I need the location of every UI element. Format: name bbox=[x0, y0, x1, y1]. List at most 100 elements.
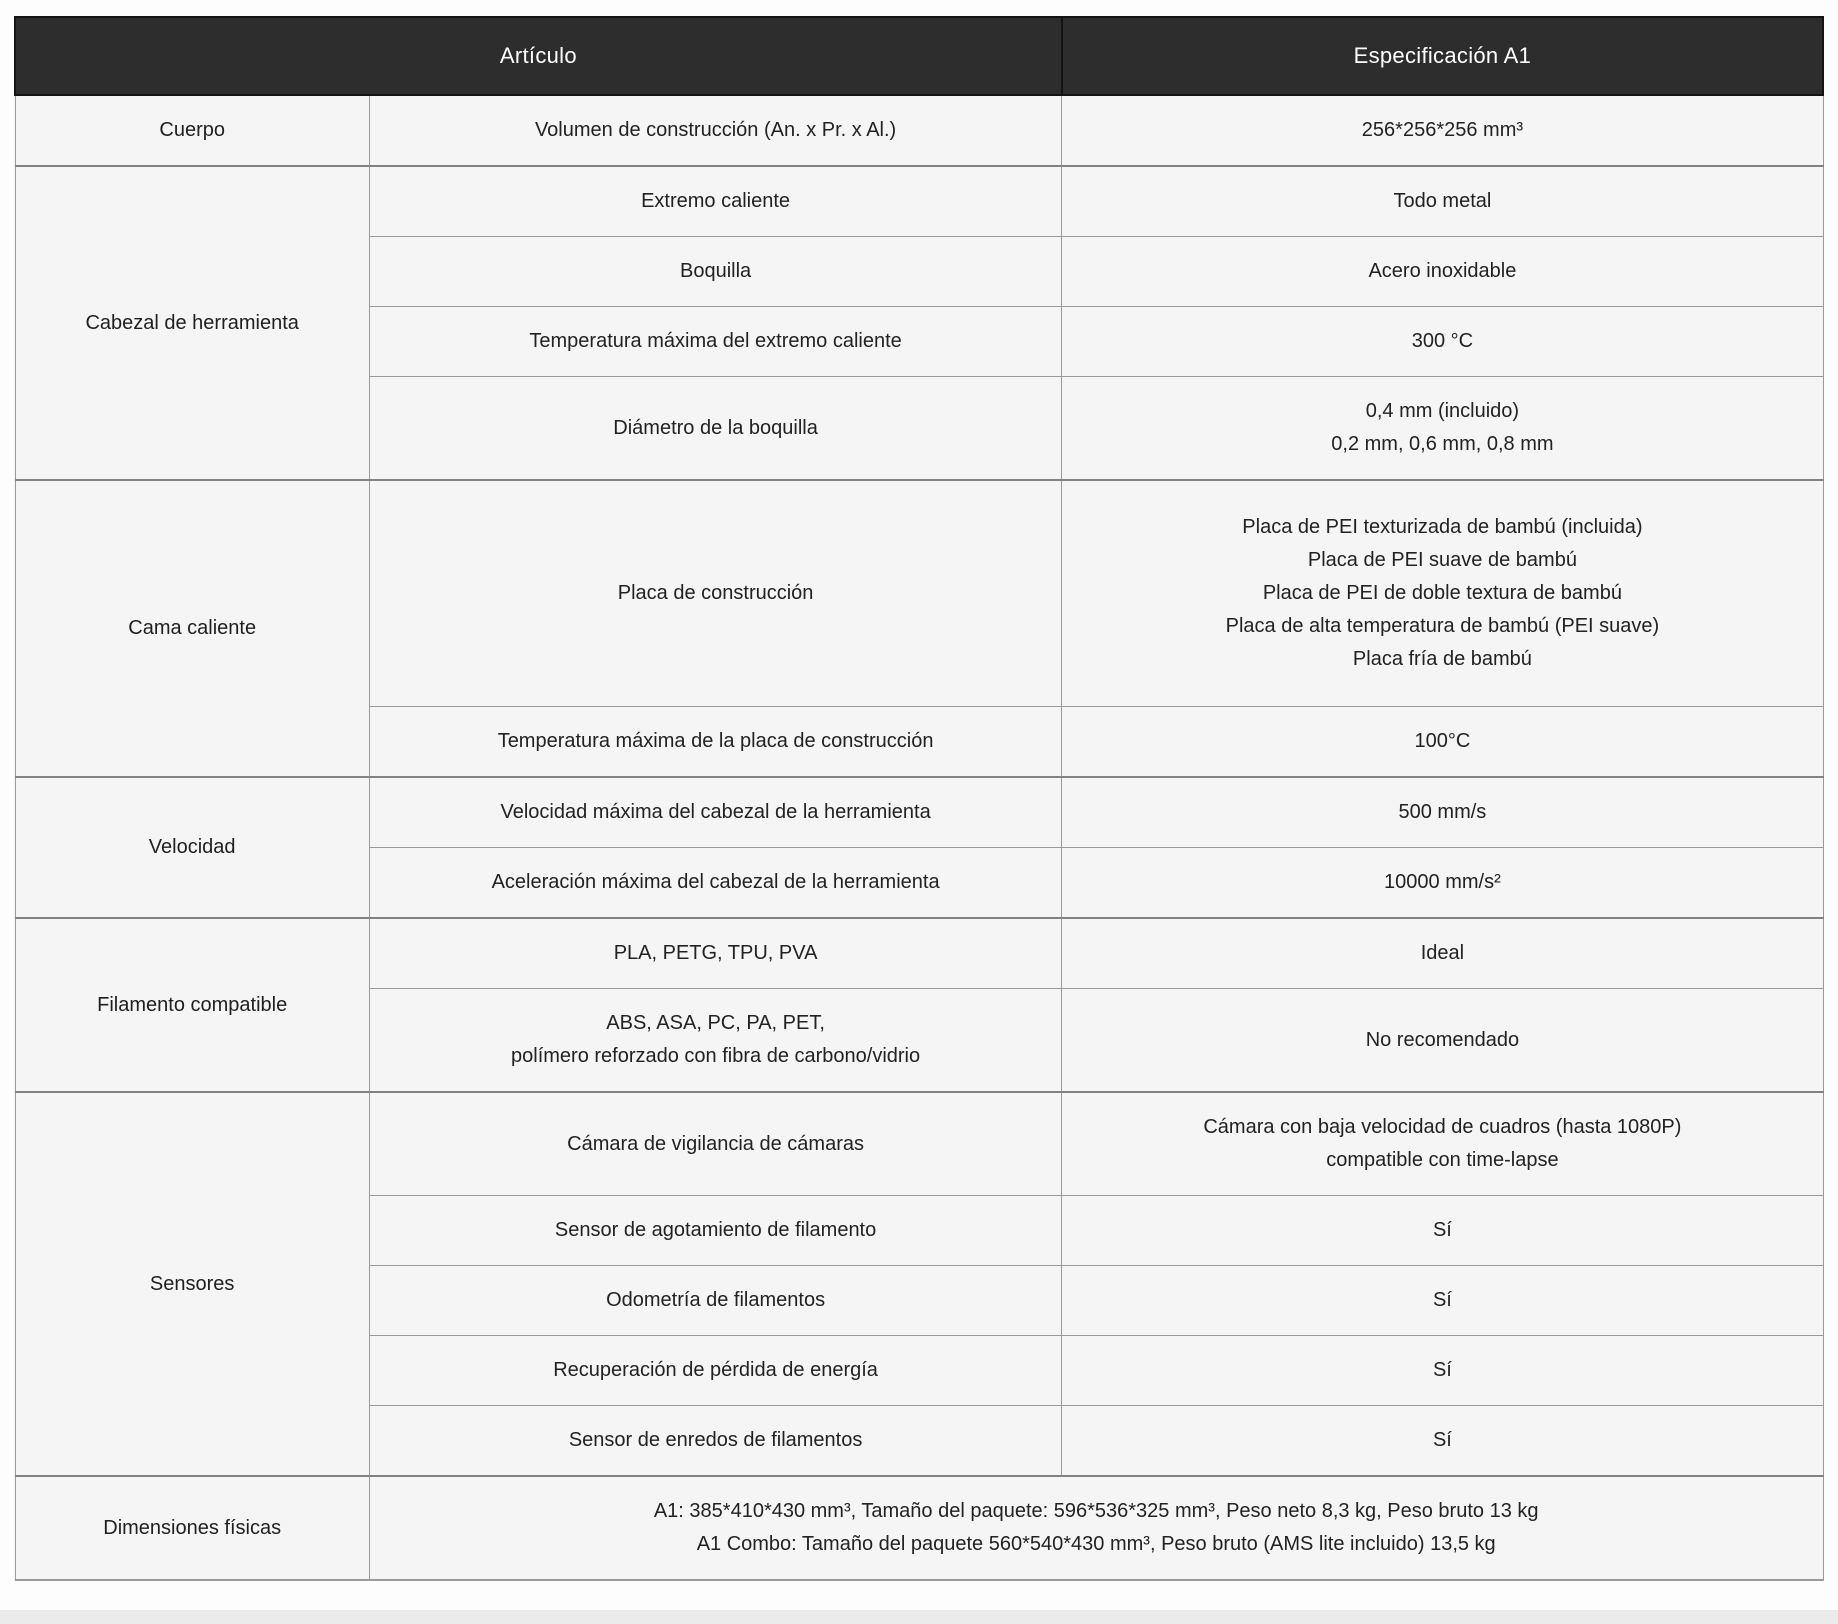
item-text: Boquilla bbox=[680, 260, 752, 282]
spec-cell: A1: 385*410*430 mm³, Tamaño del paquete:… bbox=[368, 1475, 1824, 1581]
item-cell: Volumen de construcción (An. x Pr. x Al.… bbox=[368, 94, 1063, 167]
table-row: Cuerpo Volumen de construcción (An. x Pr… bbox=[14, 94, 1824, 167]
spec-cell: Sí bbox=[1061, 1195, 1824, 1266]
spec-cell: Acero inoxidable bbox=[1061, 236, 1824, 307]
page-bottom-strip bbox=[0, 1610, 1838, 1624]
spec-text: Sí bbox=[1432, 1289, 1452, 1311]
spec-cell: 0,4 mm (incluido) 0,2 mm, 0,6 mm, 0,8 mm bbox=[1061, 376, 1824, 481]
spec-cell: 300 °C bbox=[1061, 306, 1824, 377]
spec-cell: 256*256*256 mm³ bbox=[1061, 94, 1824, 167]
item-cell: Velocidad máxima del cabezal de la herra… bbox=[368, 776, 1063, 848]
spec-text: Todo metal bbox=[1393, 190, 1492, 212]
item-cell: Aceleración máxima del cabezal de la her… bbox=[368, 847, 1063, 919]
table-row: Aceleración máxima del cabezal de la her… bbox=[15, 847, 1824, 919]
item-cell: ABS, ASA, PC, PA, PET, polímero reforzad… bbox=[368, 988, 1063, 1093]
spec-text: 100°C bbox=[1414, 730, 1471, 752]
spec-text: Placa de PEI texturizada de bambú (inclu… bbox=[1242, 516, 1643, 538]
spec-cell: Todo metal bbox=[1061, 165, 1824, 237]
spec-text: Sí bbox=[1432, 1429, 1452, 1451]
spec-cell: Cámara con baja velocidad de cuadros (ha… bbox=[1061, 1091, 1824, 1196]
spec-cell: Placa de PEI texturizada de bambú (inclu… bbox=[1061, 479, 1824, 707]
spec-text: 256*256*256 mm³ bbox=[1361, 119, 1524, 141]
table-row: Velocidad Velocidad máxima del cabezal d… bbox=[14, 776, 1824, 919]
spec-text: Acero inoxidable bbox=[1368, 260, 1517, 282]
item-cell: PLA, PETG, TPU, PVA bbox=[368, 917, 1063, 989]
spec-text: Sí bbox=[1432, 1359, 1452, 1381]
item-text: Odometría de filamentos bbox=[606, 1289, 826, 1311]
item-text: Cámara de vigilancia de cámaras bbox=[567, 1132, 864, 1155]
item-text: ABS, ASA, PC, PA, PET, bbox=[606, 1012, 825, 1034]
table-row: Temperatura máxima de la placa de constr… bbox=[15, 706, 1824, 778]
item-text: Velocidad máxima del cabezal de la herra… bbox=[500, 801, 931, 823]
spec-cell: 10000 mm/s² bbox=[1061, 847, 1824, 919]
spec-text: Cámara con baja velocidad de cuadros (ha… bbox=[1203, 1116, 1682, 1138]
spec-text: compatible con time-lapse bbox=[1326, 1149, 1559, 1171]
item-text: Extremo caliente bbox=[641, 190, 791, 212]
item-cell: Placa de construcción bbox=[368, 479, 1063, 707]
spec-cell: 500 mm/s bbox=[1061, 776, 1824, 848]
item-cell: Sensor de enredos de filamentos bbox=[368, 1405, 1063, 1477]
category-cell: Cuerpo bbox=[14, 94, 370, 167]
table-row: Sensor de enredos de filamentos Sí bbox=[15, 1405, 1824, 1477]
category-cell: Velocidad bbox=[14, 776, 370, 919]
table-row: Temperatura máxima del extremo caliente … bbox=[15, 306, 1824, 377]
category-cell: Cabezal de herramienta bbox=[14, 165, 370, 481]
item-cell: Temperatura máxima de la placa de constr… bbox=[368, 706, 1063, 778]
item-text: Sensor de enredos de filamentos bbox=[568, 1429, 863, 1451]
spec-text: Placa fría de bambú bbox=[1352, 648, 1532, 670]
spec-cell: Sí bbox=[1061, 1335, 1824, 1406]
spec-cell: No recomendado bbox=[1061, 988, 1824, 1093]
table-row: Recuperación de pérdida de energía Sí bbox=[15, 1335, 1824, 1406]
spec-text: Placa de alta temperatura de bambú (PEI … bbox=[1225, 615, 1660, 637]
table-row: Boquilla Acero inoxidable bbox=[15, 236, 1824, 307]
table-row: Sensores Cámara de vigilancia de cámaras… bbox=[14, 1091, 1824, 1477]
spec-cell: 100°C bbox=[1061, 706, 1824, 778]
item-text: polímero reforzado con fibra de carbono/… bbox=[511, 1045, 921, 1067]
item-cell: Odometría de filamentos bbox=[368, 1265, 1063, 1336]
spec-text: A1: 385*410*430 mm³, Tamaño del paquete:… bbox=[653, 1500, 1539, 1522]
item-cell: Cámara de vigilancia de cámaras bbox=[368, 1091, 1063, 1196]
spec-table: Artículo Especificación A1 Cuerpo Volume… bbox=[14, 16, 1825, 1581]
table-row: Cabezal de herramienta Extremo caliente … bbox=[14, 165, 1824, 481]
header-row: Artículo Especificación A1 bbox=[14, 16, 1825, 96]
item-text: Temperatura máxima de la placa de constr… bbox=[497, 730, 934, 752]
table-row: ABS, ASA, PC, PA, PET, polímero reforzad… bbox=[15, 988, 1824, 1093]
header-articulo: Artículo bbox=[14, 16, 1063, 96]
spec-text: 10000 mm/s² bbox=[1384, 871, 1501, 893]
item-cell: Sensor de agotamiento de filamento bbox=[368, 1195, 1063, 1266]
spec-text: Placa de PEI de doble textura de bambú bbox=[1262, 582, 1622, 604]
item-cell: Boquilla bbox=[368, 236, 1063, 307]
category-cell: Cama caliente bbox=[14, 479, 370, 778]
item-text: Aceleración máxima del cabezal de la her… bbox=[491, 871, 940, 893]
item-text: Temperatura máxima del extremo caliente bbox=[529, 330, 902, 352]
header-especificacion: Especificación A1 bbox=[1060, 16, 1825, 96]
spec-text: 300 °C bbox=[1411, 330, 1474, 352]
item-text: Volumen de construcción (An. x Pr. x Al.… bbox=[534, 119, 897, 141]
spec-cell: Sí bbox=[1061, 1265, 1824, 1336]
item-cell: Recuperación de pérdida de energía bbox=[368, 1335, 1063, 1406]
category-cell: Sensores bbox=[14, 1091, 370, 1477]
item-text: Recuperación de pérdida de energía bbox=[553, 1359, 878, 1381]
spec-text: 500 mm/s bbox=[1398, 801, 1487, 823]
spec-cell: Sí bbox=[1061, 1405, 1824, 1477]
spec-text: 0,4 mm (incluido) bbox=[1365, 400, 1520, 422]
spec-text: Ideal bbox=[1420, 942, 1465, 964]
spec-table-container: Artículo Especificación A1 Cuerpo Volume… bbox=[14, 16, 1825, 1581]
item-cell: Extremo caliente bbox=[368, 165, 1063, 237]
item-text: Placa de construcción bbox=[617, 582, 814, 604]
table-row: Cama caliente Placa de construcción Plac… bbox=[14, 479, 1824, 778]
table-row: Filamento compatible PLA, PETG, TPU, PVA… bbox=[14, 917, 1824, 1093]
item-cell: Temperatura máxima del extremo caliente bbox=[368, 306, 1063, 377]
category-cell: Dimensiones físicas bbox=[14, 1475, 370, 1581]
table-row: Dimensiones físicas A1: 385*410*430 mm³,… bbox=[14, 1475, 1824, 1581]
table-row: Diámetro de la boquilla 0,4 mm (incluido… bbox=[15, 376, 1824, 481]
spec-text: No recomendado bbox=[1365, 1028, 1520, 1051]
spec-text: A1 Combo: Tamaño del paquete 560*540*430… bbox=[696, 1533, 1496, 1555]
item-text: Diámetro de la boquilla bbox=[613, 416, 818, 439]
item-text: PLA, PETG, TPU, PVA bbox=[613, 942, 818, 964]
item-text: Sensor de agotamiento de filamento bbox=[554, 1219, 877, 1241]
spec-text: 0,2 mm, 0,6 mm, 0,8 mm bbox=[1331, 433, 1554, 455]
spec-text: Sí bbox=[1432, 1219, 1452, 1241]
item-cell: Diámetro de la boquilla bbox=[368, 376, 1063, 481]
